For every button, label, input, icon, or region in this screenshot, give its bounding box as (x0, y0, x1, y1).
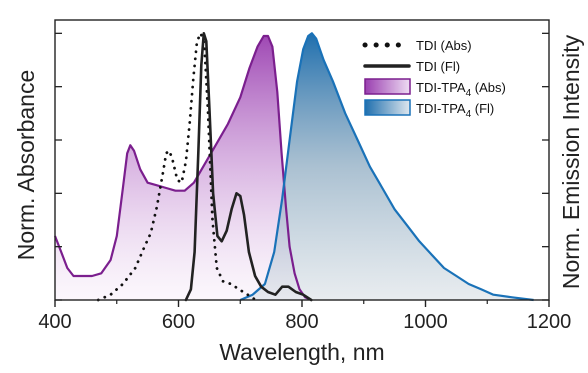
area-fill-tdi-tpa4-fl (240, 33, 534, 301)
legend-label: TDI-TPA4 (Abs) (416, 80, 506, 99)
x-axis-title: Wavelength, nm (219, 339, 384, 365)
legend-item-tdi-abs: TDI (Abs) (362, 38, 472, 53)
x-tick-label: 600 (162, 311, 195, 333)
series-line-tdi-abs (96, 31, 258, 302)
legend-item-tdi-tpa4-abs: TDI-TPA4 (Abs) (364, 78, 506, 99)
legend-label: TDI-TPA4 (Fl) (416, 101, 494, 120)
plot-area (53, 31, 534, 302)
y-axis-title-right: Norm. Emission Intensity (558, 34, 584, 289)
series-line-tdi-tpa4-fl (239, 32, 534, 302)
x-tick-label: 400 (38, 311, 71, 333)
legend-label: TDI (Abs) (416, 38, 472, 53)
series-line-tdi-tpa4-abs (53, 34, 312, 302)
x-tick-label: 800 (285, 311, 318, 333)
series-line-tdi-fl (184, 31, 313, 302)
x-tick-label: 1200 (527, 311, 572, 333)
legend-item-tdi-fl: TDI (Fl) (363, 59, 460, 74)
legend-swatch (364, 99, 411, 116)
legend-swatch (364, 78, 411, 95)
legend-item-tdi-tpa4-fl: TDI-TPA4 (Fl) (364, 99, 494, 120)
y-axis-title-left: Norm. Absorbance (13, 70, 39, 260)
legend-label: TDI (Fl) (416, 59, 460, 74)
legend: TDI (Abs) TDI (Fl) TDI-TPA4 (Abs) TDI-TPA4 … (362, 38, 506, 120)
axes: 400 600 800 1000 1200 Wavelength, nm Norm. Abs… (13, 19, 584, 365)
x-tick-label: 1000 (403, 311, 448, 333)
